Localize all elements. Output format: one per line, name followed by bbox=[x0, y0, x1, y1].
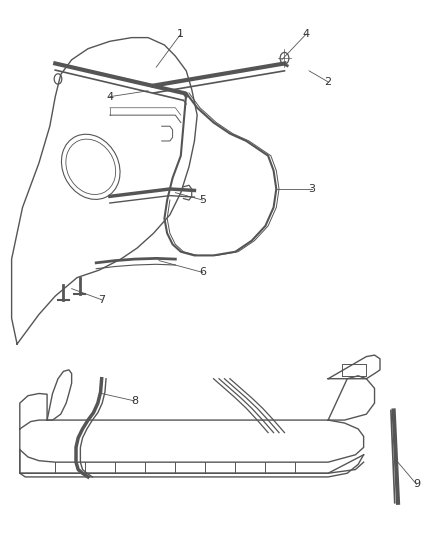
Text: 5: 5 bbox=[199, 195, 206, 205]
Text: 2: 2 bbox=[325, 77, 332, 87]
Text: 9: 9 bbox=[413, 479, 420, 489]
Text: 1: 1 bbox=[177, 29, 184, 39]
Text: 8: 8 bbox=[131, 396, 138, 406]
Text: 4: 4 bbox=[106, 92, 113, 102]
Text: 6: 6 bbox=[199, 268, 206, 277]
Text: 7: 7 bbox=[98, 295, 105, 305]
Text: 3: 3 bbox=[308, 184, 315, 194]
Text: 4: 4 bbox=[303, 29, 310, 39]
